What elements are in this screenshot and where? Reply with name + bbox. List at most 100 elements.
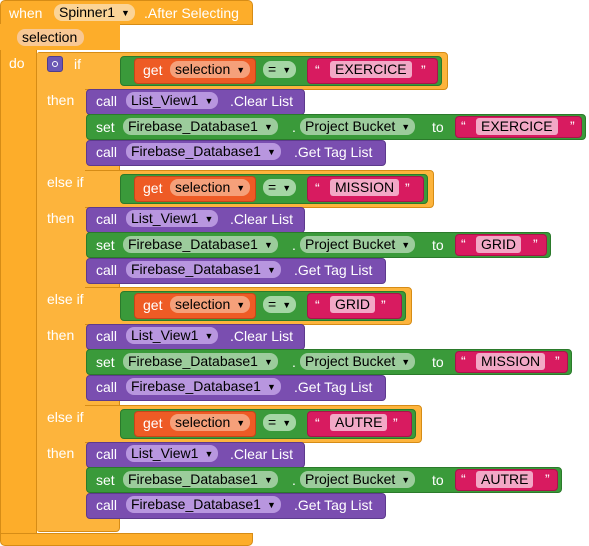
else-if-label-4: else if [47,409,84,425]
clear-method-2: .Clear List [230,211,294,227]
dot-separator: . [292,119,296,135]
event-block-footer [0,533,253,546]
property-dropdown-1[interactable]: Project Bucket ▼ [300,118,416,135]
event-block-left-arm [0,24,37,538]
string-value-2[interactable]: MISSION [330,179,400,196]
string-value-1[interactable]: EXERCICE [330,61,412,78]
set-label: set [96,354,115,370]
get-variable-4: selection [175,414,231,430]
component-dropdown-firebase-tag-1[interactable]: Firebase_Database1 ▼ [126,143,281,160]
get-variable-dropdown-1[interactable]: selection ▼ [170,61,251,78]
to-label: to [432,119,444,135]
set-label: set [96,472,115,488]
if-label: if [74,56,81,72]
dropdown-arrow-icon: ▼ [204,214,214,224]
set-component-4: Firebase_Database1 [128,471,258,487]
get-variable-dropdown-3[interactable]: selection ▼ [170,296,251,313]
equals-dropdown-4[interactable]: = ▼ [263,414,297,431]
gear-icon[interactable] [47,56,63,72]
dropdown-arrow-icon: ▼ [236,300,246,310]
set-label: set [96,119,115,135]
dropdown-arrow-icon: ▼ [236,418,246,428]
dot-separator: . [292,354,296,370]
tag-component-1: Firebase_Database1 [131,143,261,159]
component-dropdown-listview-4[interactable]: List_View1 ▼ [126,445,219,462]
when-label: when [9,5,43,21]
property-dropdown-4[interactable]: Project Bucket ▼ [300,471,416,488]
component-dropdown-firebase-set-2[interactable]: Firebase_Database1 ▼ [123,236,278,253]
call-label: call [96,328,118,344]
to-label: to [432,472,444,488]
dropdown-arrow-icon: ▼ [263,357,273,367]
equals-dropdown-2[interactable]: = ▼ [263,179,297,196]
tag-method-2: .Get Tag List [294,262,373,278]
get-variable-dropdown-2[interactable]: selection ▼ [170,179,251,196]
get-variable-2: selection [175,179,231,195]
component-name: Spinner1 [59,4,116,20]
set-value-3[interactable]: MISSION [476,353,546,370]
open-quote-4: “ [315,415,320,431]
get-variable-1: selection [175,61,231,77]
component-dropdown-firebase-tag-4[interactable]: Firebase_Database1 ▼ [126,496,281,513]
string-value-3[interactable]: GRID [330,296,375,313]
get-label-2: get [143,180,163,196]
event-name: .After Selecting [144,5,239,21]
equals-dropdown-3[interactable]: = ▼ [263,296,297,313]
dropdown-arrow-icon: ▼ [282,418,292,428]
tag-method-1: .Get Tag List [294,144,373,160]
call-label: call [96,93,118,109]
do-label: do [9,55,25,71]
dropdown-arrow-icon: ▼ [263,122,273,132]
open-quote-1: “ [315,62,320,78]
close-quote-3: ” [381,297,386,313]
dropdown-arrow-icon: ▼ [401,122,411,132]
component-dropdown-listview-3[interactable]: List_View1 ▼ [126,327,219,344]
dropdown-arrow-icon: ▼ [266,382,276,392]
param-name: selection [22,29,78,45]
set-value-2[interactable]: GRID [476,236,521,253]
tag-component-4: Firebase_Database1 [131,496,261,512]
then-label-1: then [47,92,75,108]
dropdown-arrow-icon: ▼ [282,183,292,193]
tag-method-3: .Get Tag List [294,379,373,395]
property-dropdown-3[interactable]: Project Bucket ▼ [300,353,416,370]
param-selection[interactable]: selection [17,29,85,46]
string-value-4[interactable]: AUTRE [330,414,388,431]
component-dropdown-spinner1[interactable]: Spinner1 ▼ [54,4,135,21]
set-component-2: Firebase_Database1 [128,236,258,252]
component-dropdown-firebase-set-3[interactable]: Firebase_Database1 ▼ [123,353,278,370]
dropdown-arrow-icon: ▼ [266,147,276,157]
clear-method-1: .Clear List [230,93,294,109]
clear-component-1: List_View1 [131,92,199,108]
set-value-1[interactable]: EXERCICE [476,118,558,135]
equals-op-3: = [268,296,277,312]
dropdown-arrow-icon: ▼ [263,240,273,250]
dot-separator: . [292,237,296,253]
then-label-3: then [47,327,75,343]
call-label: call [96,144,118,160]
component-dropdown-firebase-tag-3[interactable]: Firebase_Database1 ▼ [126,378,281,395]
equals-dropdown-1[interactable]: = ▼ [263,61,297,78]
open-quote-set-2: “ [461,236,466,252]
else-if-label-3: else if [47,291,84,307]
set-value-4[interactable]: AUTRE [476,471,534,488]
component-dropdown-listview-2[interactable]: List_View1 ▼ [126,210,219,227]
get-variable-3: selection [175,296,231,312]
component-dropdown-firebase-tag-2[interactable]: Firebase_Database1 ▼ [126,261,281,278]
component-dropdown-listview-1[interactable]: List_View1 ▼ [126,92,219,109]
dropdown-arrow-icon: ▼ [282,65,292,75]
set-component-1: Firebase_Database1 [128,118,258,134]
component-dropdown-firebase-set-4[interactable]: Firebase_Database1 ▼ [123,471,278,488]
tag-component-2: Firebase_Database1 [131,261,261,277]
component-dropdown-firebase-set-1[interactable]: Firebase_Database1 ▼ [123,118,278,135]
dropdown-arrow-icon: ▼ [263,475,273,485]
equals-op-2: = [268,179,277,195]
call-label: call [96,379,118,395]
close-quote-set-1: ” [570,118,575,134]
open-quote-set-4: “ [461,471,466,487]
property-dropdown-2[interactable]: Project Bucket ▼ [300,236,416,253]
clear-method-3: .Clear List [230,328,294,344]
get-variable-dropdown-4[interactable]: selection ▼ [170,414,251,431]
set-property-1: Project Bucket [305,118,396,134]
dot-separator: . [292,472,296,488]
